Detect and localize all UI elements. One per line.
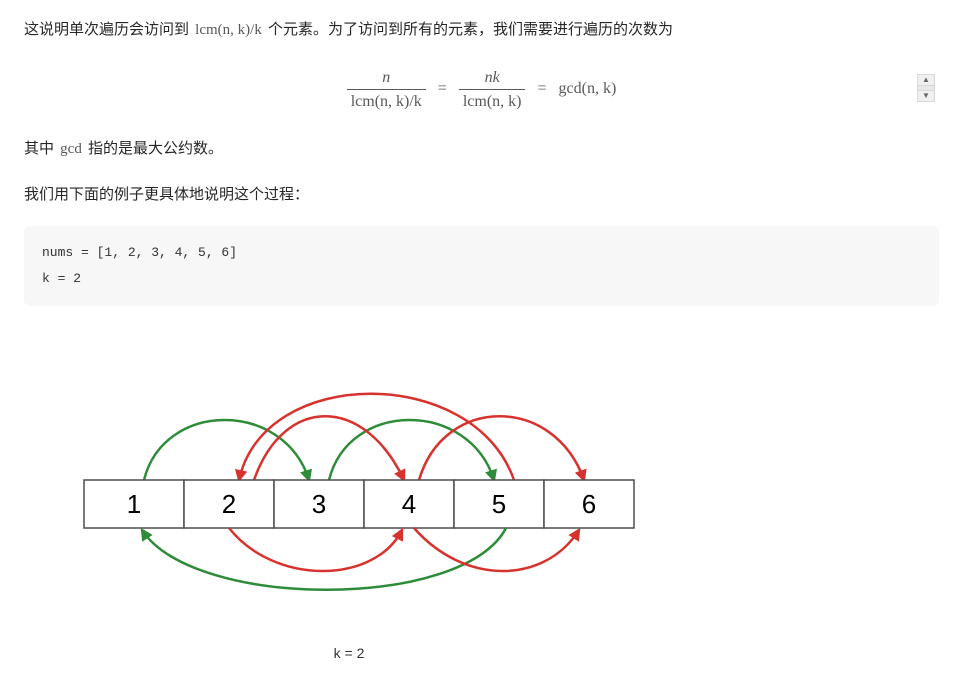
code-block: nums = [1, 2, 3, 4, 5, 6] k = 2: [24, 226, 939, 306]
array-cell-value: 6: [582, 489, 596, 519]
denominator: lcm(n, k): [459, 89, 526, 111]
scroll-down-button[interactable]: ▼: [917, 90, 935, 102]
paragraph-1: 这说明单次遍历会访问到 lcm(n, k)/k 个元素。为了访问到所有的元素，我…: [24, 16, 939, 44]
scroll-up-button[interactable]: ▲: [917, 74, 935, 86]
arrow-green: [329, 420, 494, 480]
numerator: nk: [481, 68, 504, 89]
array-cell-value: 4: [402, 489, 416, 519]
arrow-red: [414, 528, 579, 571]
array-cell-value: 3: [312, 489, 326, 519]
equals-sign: =: [535, 75, 548, 104]
text-fragment: 这说明单次遍历会访问到: [24, 21, 193, 38]
array-cell-value: 1: [127, 489, 141, 519]
arrow-red: [229, 528, 402, 571]
arrow-green: [144, 420, 309, 480]
formula-rhs: gcd(n, k): [559, 75, 617, 104]
diagram-svg: 1 2 3 4 5 6: [44, 330, 654, 620]
arrow-red: [254, 417, 404, 481]
text-fragment: 个元素。为了访问到所有的元素，我们需要进行遍历的次数为: [268, 21, 673, 38]
formula-block: n lcm(n, k)/k = nk lcm(n, k) = gcd(n, k)…: [24, 64, 939, 111]
formula-content: n lcm(n, k)/k = nk lcm(n, k) = gcd(n, k): [347, 68, 617, 111]
array-cell-value: 2: [222, 489, 236, 519]
array-cell-value: 5: [492, 489, 506, 519]
equals-sign: =: [436, 75, 449, 104]
array-rotation-diagram: 1 2 3 4 5 6: [44, 330, 939, 629]
inline-math: lcm(n, k)/k: [193, 22, 264, 38]
denominator: lcm(n, k)/k: [347, 89, 426, 111]
text-fragment: 指的是最大公约数。: [88, 140, 223, 157]
diagram-caption: k = 2: [44, 641, 654, 666]
paragraph-3: 我们用下面的例子更具体地说明这个过程：: [24, 181, 939, 208]
fraction-2: nk lcm(n, k): [459, 68, 526, 111]
fraction-1: n lcm(n, k)/k: [347, 68, 426, 111]
text-fragment: 其中: [24, 140, 58, 157]
inline-math: gcd: [58, 141, 84, 157]
paragraph-2: 其中 gcd 指的是最大公约数。: [24, 135, 939, 163]
numerator: n: [378, 68, 394, 89]
scroll-widget: ▲ ▼: [917, 74, 935, 102]
